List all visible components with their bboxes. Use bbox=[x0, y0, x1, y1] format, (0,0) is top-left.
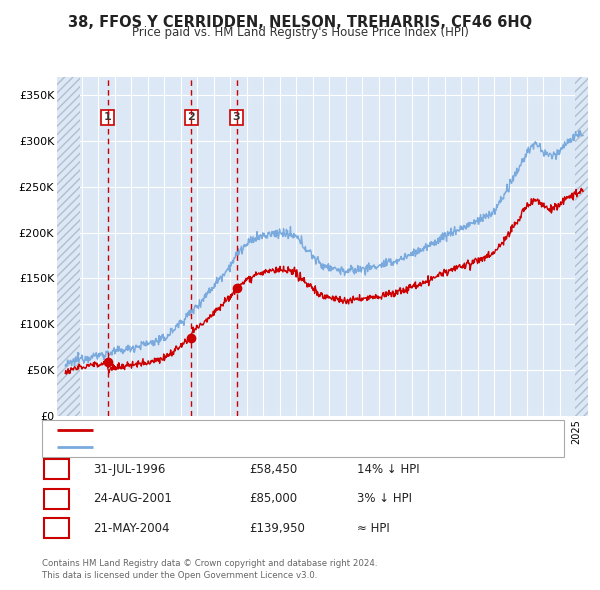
Text: £139,950: £139,950 bbox=[249, 522, 305, 535]
Bar bbox=[575, 77, 588, 416]
Bar bbox=[57, 77, 80, 416]
Text: £85,000: £85,000 bbox=[249, 492, 297, 505]
Text: 24-AUG-2001: 24-AUG-2001 bbox=[93, 492, 172, 505]
Text: 21-MAY-2004: 21-MAY-2004 bbox=[93, 522, 170, 535]
Text: HPI: Average price, detached house, Caerphilly: HPI: Average price, detached house, Caer… bbox=[98, 442, 332, 452]
Text: 2: 2 bbox=[187, 113, 195, 122]
Text: ≈ HPI: ≈ HPI bbox=[357, 522, 390, 535]
Text: 3% ↓ HPI: 3% ↓ HPI bbox=[357, 492, 412, 505]
Text: 3: 3 bbox=[52, 522, 61, 535]
Text: 1: 1 bbox=[104, 113, 112, 122]
Text: £58,450: £58,450 bbox=[249, 463, 297, 476]
Text: Contains HM Land Registry data © Crown copyright and database right 2024.
This d: Contains HM Land Registry data © Crown c… bbox=[42, 559, 377, 580]
Text: 2: 2 bbox=[52, 492, 61, 505]
Text: 38, FFOS Y CERRIDDEN, NELSON, TREHARRIS, CF46 6HQ: 38, FFOS Y CERRIDDEN, NELSON, TREHARRIS,… bbox=[68, 15, 532, 30]
Text: 38, FFOS Y CERRIDDEN, NELSON, TREHARRIS, CF46 6HQ (detached house): 38, FFOS Y CERRIDDEN, NELSON, TREHARRIS,… bbox=[98, 425, 470, 435]
Text: 1: 1 bbox=[52, 463, 61, 476]
Text: 3: 3 bbox=[233, 113, 241, 122]
Text: 31-JUL-1996: 31-JUL-1996 bbox=[93, 463, 166, 476]
Text: Price paid vs. HM Land Registry's House Price Index (HPI): Price paid vs. HM Land Registry's House … bbox=[131, 26, 469, 39]
Text: 14% ↓ HPI: 14% ↓ HPI bbox=[357, 463, 419, 476]
